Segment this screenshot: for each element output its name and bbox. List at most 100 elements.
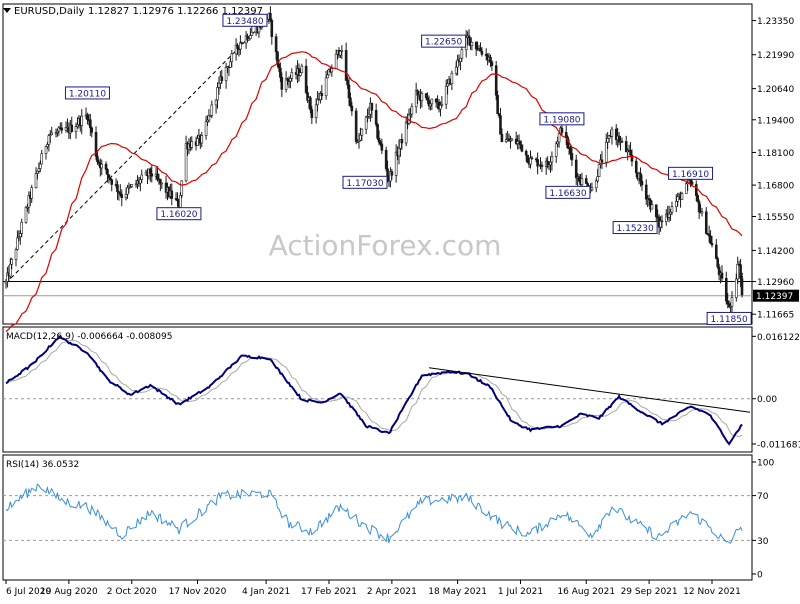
candle-body bbox=[509, 139, 512, 142]
price-label-text: 1.16020 bbox=[160, 210, 197, 220]
candle-body bbox=[344, 50, 348, 81]
candle-body bbox=[40, 153, 44, 165]
candle-body bbox=[190, 141, 194, 148]
candle-body bbox=[196, 138, 199, 146]
candle-body bbox=[730, 297, 734, 307]
price-label-3: 1.17030 bbox=[342, 175, 388, 189]
x-axis-tick-label: 18 May 2021 bbox=[428, 587, 487, 597]
candle-body bbox=[314, 104, 318, 119]
candle-body bbox=[89, 119, 92, 129]
candle-body bbox=[10, 259, 14, 265]
candle-body bbox=[57, 127, 61, 132]
candle-body bbox=[536, 159, 539, 167]
candle-body bbox=[639, 173, 642, 182]
candle-body bbox=[474, 41, 478, 50]
candle-body bbox=[250, 31, 254, 36]
candle-body bbox=[170, 190, 174, 199]
candle-body bbox=[18, 233, 22, 238]
candle-body bbox=[229, 61, 232, 68]
candle-body bbox=[650, 204, 654, 210]
candle-body bbox=[499, 115, 502, 135]
price-label-text: 1.22650 bbox=[425, 38, 462, 48]
candle-body bbox=[354, 110, 358, 142]
candle-body bbox=[529, 157, 532, 165]
candle-body bbox=[469, 37, 472, 47]
candle-body bbox=[200, 135, 204, 144]
candle-body bbox=[490, 61, 494, 66]
candle-body bbox=[347, 84, 351, 99]
candle-body bbox=[249, 35, 252, 39]
x-axis-tick-label: 2 Oct 2020 bbox=[107, 587, 157, 597]
candle-body bbox=[374, 110, 378, 125]
candle-body bbox=[697, 201, 701, 212]
candle-body bbox=[8, 263, 12, 277]
candle-body bbox=[634, 160, 638, 174]
current-price-text: 1.12397 bbox=[756, 292, 793, 302]
candle-body bbox=[610, 128, 614, 137]
candle-body bbox=[460, 49, 464, 59]
candle-body bbox=[397, 148, 401, 157]
candle-body bbox=[690, 181, 694, 185]
candle-body bbox=[70, 124, 74, 132]
candle-body bbox=[674, 201, 678, 208]
candle-body bbox=[480, 50, 484, 55]
ohlc-values: 1.12827 1.12976 1.12266 1.12397 bbox=[88, 6, 263, 17]
candle-body bbox=[96, 156, 99, 163]
candle-body bbox=[300, 65, 304, 74]
candle-body bbox=[359, 134, 362, 141]
candle-body bbox=[104, 163, 108, 170]
candle-body bbox=[130, 184, 134, 187]
macd-signal-line bbox=[5, 339, 743, 438]
candle-body bbox=[510, 138, 514, 141]
x-axis-tick-label: 2 Apr 2021 bbox=[367, 587, 417, 597]
candle-body bbox=[560, 127, 564, 133]
candle-body bbox=[520, 144, 524, 152]
candle-body bbox=[107, 174, 111, 179]
candle-body bbox=[210, 104, 214, 116]
candle-body bbox=[14, 249, 18, 260]
candle-body bbox=[47, 135, 51, 145]
price-label-1: 1.16020 bbox=[156, 207, 202, 221]
chart-header: EURUSD,Daily 1.12827 1.12976 1.12266 1.1… bbox=[3, 6, 263, 17]
macd-panel bbox=[3, 335, 752, 446]
candle-body bbox=[416, 90, 419, 96]
candle-body bbox=[670, 206, 674, 213]
price-axis-tick-label: 1.14200 bbox=[757, 247, 794, 257]
candle-body bbox=[204, 121, 208, 136]
candle-body bbox=[446, 83, 449, 87]
candle-body bbox=[439, 104, 442, 110]
candle-body bbox=[216, 87, 219, 101]
price-label-9: 1.11850 bbox=[706, 311, 752, 325]
candle-body bbox=[660, 220, 664, 223]
candle-body bbox=[269, 12, 272, 21]
candle-body bbox=[570, 153, 574, 161]
rsi-label: RSI(14) 36.0532 bbox=[6, 460, 79, 470]
candle-body bbox=[156, 173, 159, 180]
candle-body bbox=[140, 174, 144, 180]
candle-body bbox=[404, 121, 408, 144]
candle-body bbox=[594, 180, 598, 189]
candle-body bbox=[597, 164, 601, 177]
candle-body bbox=[444, 85, 448, 105]
macd-trendline bbox=[428, 367, 751, 413]
candle-body bbox=[324, 77, 328, 97]
rsi-axis-tick-label: 100 bbox=[757, 459, 774, 469]
candle-body bbox=[667, 213, 671, 218]
candle-body bbox=[304, 65, 308, 93]
price-label-8: 1.15230 bbox=[612, 221, 658, 235]
price-label-text: 1.17030 bbox=[346, 179, 383, 189]
dropdown-triangle-icon[interactable] bbox=[3, 8, 11, 13]
candle-body bbox=[736, 264, 740, 280]
x-axis-tick-label: 17 Nov 2020 bbox=[169, 587, 227, 597]
candle-body bbox=[270, 20, 274, 37]
candle-body bbox=[620, 140, 624, 143]
dashed-trendline bbox=[5, 16, 270, 284]
candle-body bbox=[207, 115, 211, 121]
candle-body bbox=[120, 194, 124, 198]
candle-body bbox=[316, 98, 319, 106]
candle-body bbox=[740, 278, 744, 296]
candle-body bbox=[696, 195, 699, 202]
candle-body bbox=[320, 93, 324, 97]
